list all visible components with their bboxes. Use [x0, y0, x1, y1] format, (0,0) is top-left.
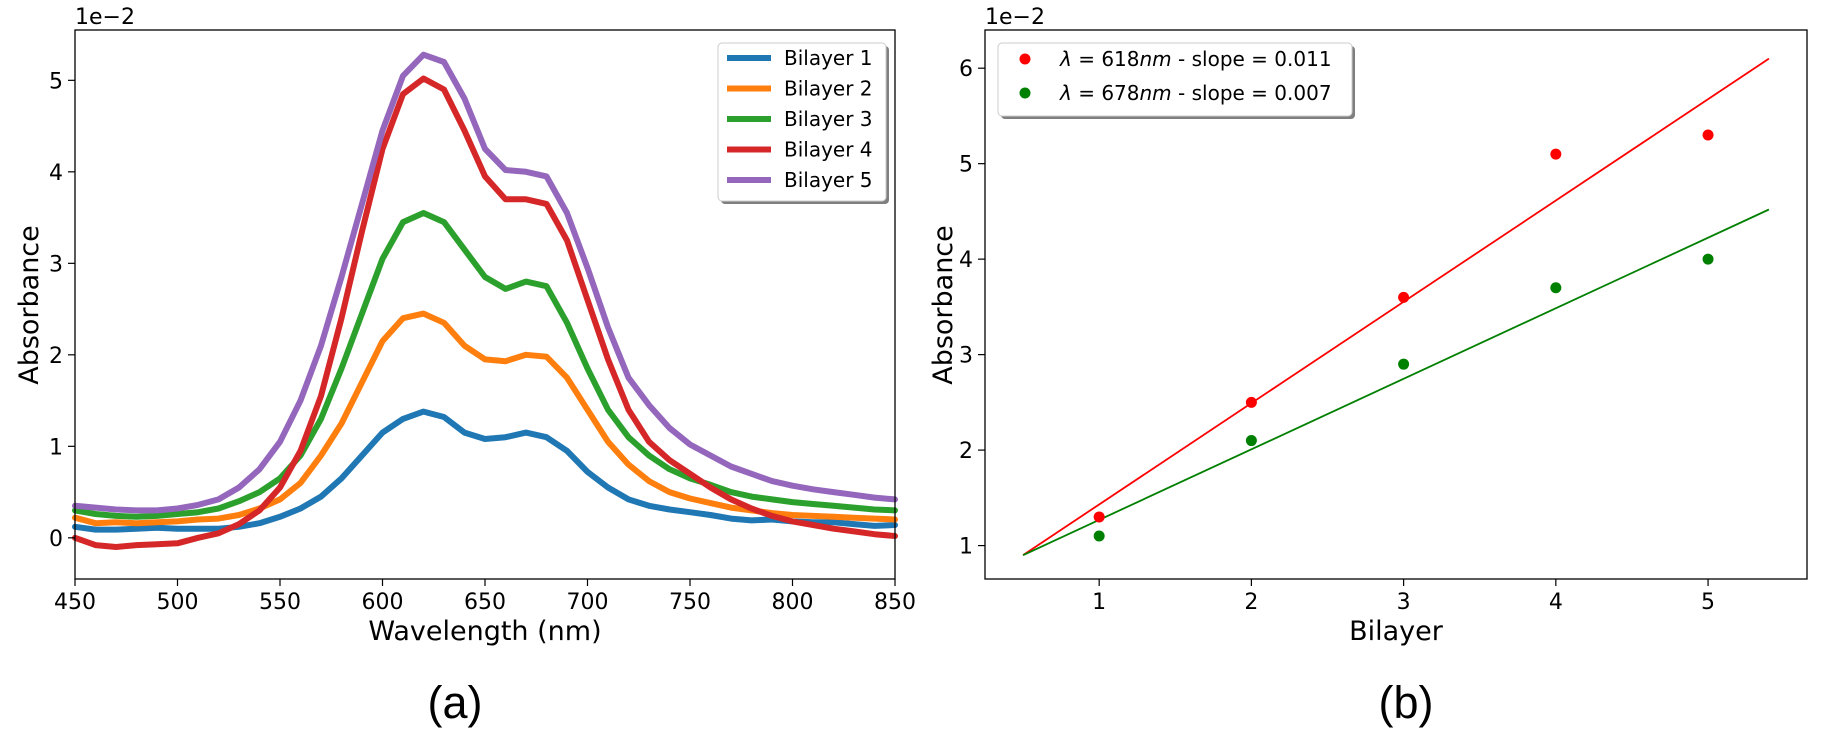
b-y-tick-label: 1 [959, 535, 973, 560]
b-y-tick-label: 5 [959, 153, 973, 178]
a-x-tick-label: 750 [669, 590, 711, 615]
b-data-point [1245, 435, 1257, 447]
b-x-tick-label: 2 [1244, 590, 1258, 615]
a-y-tick-label: 2 [49, 344, 63, 369]
b-fit-line-1 [1022, 57, 1770, 556]
a-series-lines [72, 51, 898, 550]
a-x-ticks: 450 500 550 600 650 700 750 800 850 [54, 579, 916, 615]
b-data-point [1398, 358, 1410, 370]
a-series-line-5 [72, 51, 898, 514]
panel-b: 1 2 3 4 5 1 2 3 4 5 6 1e−2 Bilayer Absorbance (b)… [928, 5, 1808, 728]
b-y-tick-label: 4 [959, 248, 973, 273]
a-legend-box [717, 42, 887, 202]
b-legend-marker-1 [1019, 53, 1031, 65]
b-x-tick-label: 4 [1549, 590, 1563, 615]
b-x-tick-label: 1 [1092, 590, 1106, 615]
b-y-tick-label: 2 [959, 439, 973, 464]
a-legend-items: Bilayer 1 Bilayer 2 Bilayer 3 Bilayer 4 Bila… [727, 46, 873, 192]
a-y-tick-label: 3 [49, 252, 63, 277]
a-x-tick-label: 700 [567, 590, 609, 615]
b-data-point [1550, 148, 1562, 160]
b-y-ticks: 1 2 3 4 5 6 [959, 57, 985, 560]
a-x-tick-label: 450 [54, 590, 96, 615]
b-data-points [1093, 129, 1714, 542]
a-y-tick-label: 4 [49, 161, 63, 186]
a-legend-label-3: Bilayer 3 [784, 107, 873, 131]
a-legend: Bilayer 1 Bilayer 2 Bilayer 3 Bilayer 4 Bila… [717, 42, 889, 204]
a-y-tick-label: 0 [49, 527, 63, 552]
b-x-axis-label: Bilayer [1349, 616, 1444, 647]
b-data-point [1093, 530, 1105, 542]
a-y-ticks: 0 1 2 3 4 5 [49, 69, 75, 552]
b-fit-line-2 [1022, 208, 1770, 556]
b-data-point [1702, 129, 1714, 141]
b-data-point [1093, 511, 1105, 523]
a-x-tick-label: 850 [874, 590, 916, 615]
a-series-line-4 [72, 75, 898, 550]
b-caption: (b) [1379, 677, 1434, 728]
b-data-point [1550, 282, 1562, 294]
a-x-tick-label: 500 [157, 590, 199, 615]
a-legend-label-2: Bilayer 2 [784, 77, 873, 101]
a-y-tick-label: 5 [49, 69, 63, 94]
b-legend-label-2: λ = 678nm - slope = 0.007 [1059, 81, 1332, 105]
b-legend-box [997, 42, 1353, 117]
b-fit-lines [1022, 57, 1770, 556]
b-legend-marker-2 [1019, 87, 1031, 99]
a-x-tick-label: 800 [772, 590, 814, 615]
a-legend-label-1: Bilayer 1 [784, 46, 873, 70]
a-x-axis-label: Wavelength (nm) [368, 616, 601, 647]
b-y-multiplier: 1e−2 [985, 5, 1045, 30]
b-y-axis-label: Absorbance [928, 225, 959, 385]
a-y-axis-label: Absorbance [14, 225, 45, 385]
a-x-tick-label: 600 [362, 590, 404, 615]
b-legend-items: λ = 618nm - slope = 0.011 λ = 678nm - slo… [1019, 47, 1332, 105]
b-legend: λ = 618nm - slope = 0.011 λ = 678nm - slo… [997, 42, 1355, 119]
b-x-tick-label: 5 [1701, 590, 1715, 615]
b-data-point [1398, 291, 1410, 303]
b-x-ticks: 1 2 3 4 5 [1092, 579, 1715, 615]
b-x-tick-label: 3 [1397, 590, 1411, 615]
a-y-multiplier: 1e−2 [75, 5, 135, 30]
a-caption: (a) [428, 677, 483, 728]
a-legend-label-4: Bilayer 4 [784, 138, 873, 162]
a-series-line-3 [72, 210, 898, 520]
a-series-line-2 [72, 310, 898, 527]
a-legend-label-5: Bilayer 5 [784, 168, 873, 192]
b-data-point [1245, 396, 1257, 408]
b-y-tick-label: 6 [959, 57, 973, 82]
a-y-tick-label: 1 [49, 435, 63, 460]
b-data-point [1702, 253, 1714, 265]
a-x-tick-label: 550 [259, 590, 301, 615]
b-axes-frame [984, 29, 1808, 580]
b-y-tick-label: 3 [959, 344, 973, 369]
b-legend-label-1: λ = 618nm - slope = 0.011 [1059, 47, 1332, 71]
a-x-tick-label: 650 [464, 590, 506, 615]
a-series-line-1 [72, 408, 898, 533]
